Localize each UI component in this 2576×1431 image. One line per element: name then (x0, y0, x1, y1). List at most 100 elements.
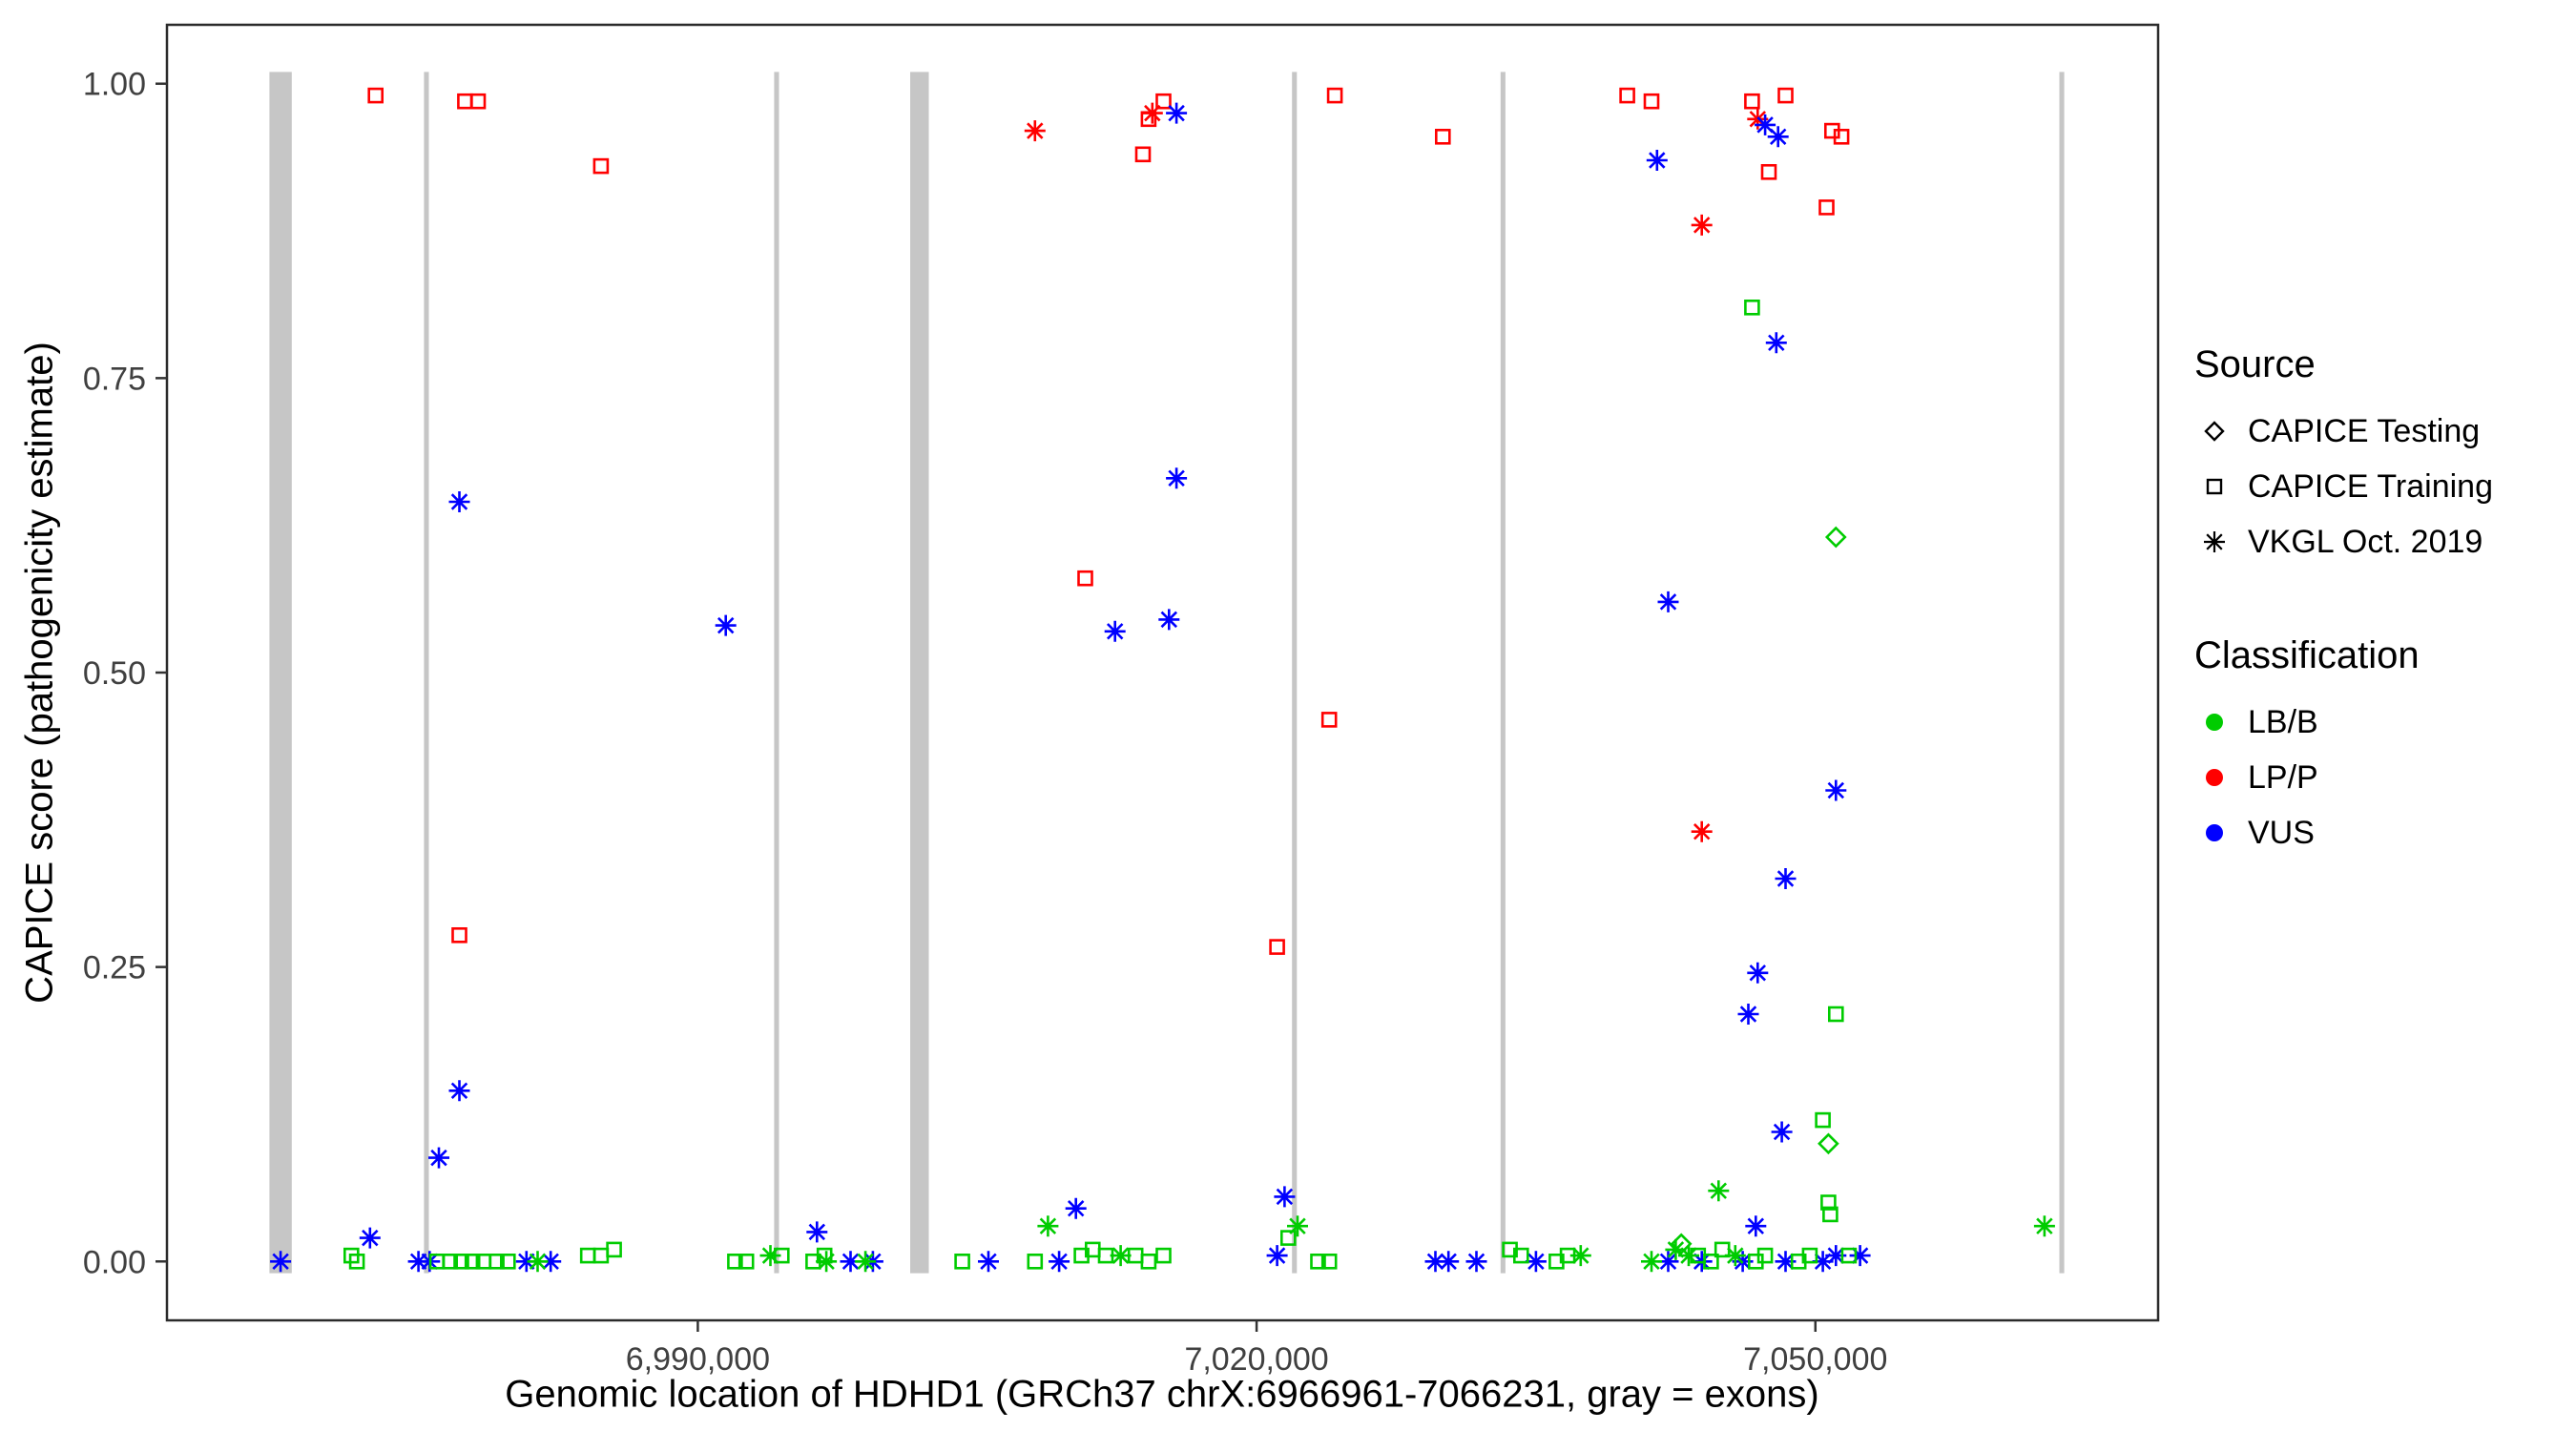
data-point-training (488, 1254, 505, 1270)
diamond-icon (2204, 421, 2225, 442)
data-point-vkgl (1724, 1245, 1746, 1267)
data-point-vkgl (448, 1080, 470, 1102)
exon-bar (424, 72, 429, 1274)
exon-bar (774, 72, 779, 1274)
data-point-vkgl (1657, 1251, 1679, 1273)
data-point-vkgl (759, 1245, 781, 1267)
data-point-training (1744, 299, 1760, 316)
data-point-training (606, 1241, 622, 1258)
data-point-training (1320, 712, 1338, 728)
data-point-training (367, 87, 384, 104)
data-point-vkgl (1825, 779, 1847, 801)
data-point-vkgl (1678, 1245, 1699, 1267)
data-point-vkgl (1665, 1238, 1687, 1260)
data-point-vkgl (1065, 1197, 1087, 1219)
data-point-vkgl (855, 1251, 877, 1273)
data-point-training (1760, 164, 1777, 180)
legend-item-label: LP/P (2248, 758, 2318, 796)
exon-bar (2059, 72, 2065, 1274)
data-point-vkgl (527, 1251, 549, 1273)
legend-item-capice-training: CAPICE Training (2194, 467, 2566, 507)
data-point-training (1269, 939, 1285, 955)
lbb-color-dot-icon (2206, 714, 2223, 731)
data-point-vkgl (1691, 214, 1713, 236)
data-point-training (1840, 1247, 1858, 1264)
legend-item-label: LB/B (2248, 703, 2318, 740)
data-point-training (1155, 93, 1172, 110)
data-point-training (1833, 129, 1850, 145)
data-point-training (1077, 570, 1093, 587)
data-point-vkgl (2033, 1215, 2055, 1237)
data-point-vkgl (1166, 102, 1188, 124)
data-point-training (592, 1247, 610, 1264)
data-point-vkgl (1771, 1121, 1793, 1143)
data-point-vkgl (407, 1251, 429, 1273)
data-point-vkgl (1747, 962, 1769, 984)
data-point-training (1818, 199, 1835, 216)
legend-item-label: VKGL Oct. 2019 (2248, 523, 2483, 560)
data-point-training (1820, 1194, 1837, 1211)
data-point-training (1320, 1254, 1338, 1270)
data-point-training (1513, 1247, 1529, 1264)
data-point-vkgl (359, 1227, 381, 1249)
legend-item-lbb: LB/B (2194, 702, 2566, 742)
data-point-training (453, 1254, 469, 1270)
data-point-training (1140, 1254, 1157, 1270)
data-point-training (737, 1254, 755, 1270)
data-point-training (442, 1254, 459, 1270)
x-tick-label: 6,990,000 (626, 1341, 770, 1378)
data-point-training (954, 1254, 970, 1270)
data-point-vkgl (1765, 332, 1787, 354)
data-point-training (1280, 1230, 1297, 1246)
data-point-vkgl (1049, 1251, 1070, 1273)
axis-layer: 6,990,000 7,020,000 7,050,000 0.00 0.25 0.50 0… (83, 23, 2160, 1378)
data-point-testing (1818, 1132, 1839, 1155)
data-point-vkgl (1569, 1245, 1591, 1267)
exon-bar (1500, 72, 1506, 1274)
data-point-training (1801, 1247, 1818, 1264)
legend-classification-title: Classification (2194, 634, 2420, 676)
data-point-vkgl (1266, 1245, 1288, 1267)
data-point-vkgl (1691, 820, 1713, 842)
legend-item-vkgl: VKGL Oct. 2019 (2194, 522, 2566, 562)
legend-item-vus: VUS (2194, 813, 2566, 853)
square-icon (2206, 478, 2223, 495)
legend-item-label: CAPICE Testing (2248, 412, 2481, 449)
data-point-training (1756, 1247, 1774, 1264)
data-point-training (1777, 87, 1794, 104)
y-tick-label: 0.00 (83, 1244, 146, 1280)
y-tick-label: 1.00 (83, 67, 146, 103)
data-point-training (727, 1254, 743, 1270)
data-point-vkgl (1657, 591, 1679, 612)
exon-layer (269, 72, 2065, 1274)
data-point-training (1027, 1254, 1044, 1270)
data-point-vkgl (1438, 1251, 1460, 1273)
x-axis-title: Genomic location of HDHD1 (GRCh37 chrX:6… (505, 1373, 1819, 1416)
data-point-training (579, 1247, 596, 1264)
x-tick-label: 7,020,000 (1184, 1341, 1328, 1378)
data-point-vkgl (1110, 1245, 1132, 1267)
vus-color-dot-icon (2206, 824, 2223, 841)
x-tick-label: 7,050,000 (1743, 1341, 1887, 1378)
data-point-training (1703, 1254, 1719, 1270)
panel-border (165, 23, 2160, 1322)
data-point-training (1155, 1247, 1172, 1264)
data-point-training (1435, 129, 1451, 145)
data-point-training (1643, 93, 1660, 110)
data-point-vkgl (428, 1147, 449, 1169)
data-point-training (457, 93, 473, 110)
data-point-vkgl (1037, 1215, 1059, 1237)
exon-bar (269, 72, 292, 1274)
data-point-vkgl (1158, 609, 1180, 631)
data-point-vkgl (1287, 1215, 1308, 1237)
legend-item-capice-testing: CAPICE Testing (2194, 411, 2566, 451)
data-point-vkgl (515, 1251, 537, 1273)
y-axis-title: CAPICE score (pathogenicity estimate) (18, 342, 61, 1004)
data-point-vkgl (1708, 1180, 1730, 1202)
data-point-training (348, 1254, 365, 1270)
data-point-vkgl (540, 1251, 562, 1273)
data-point-vkgl (1775, 1251, 1797, 1273)
asterisk-icon (2204, 531, 2225, 552)
exon-bar (910, 72, 929, 1274)
data-point-vkgl (978, 1251, 999, 1273)
